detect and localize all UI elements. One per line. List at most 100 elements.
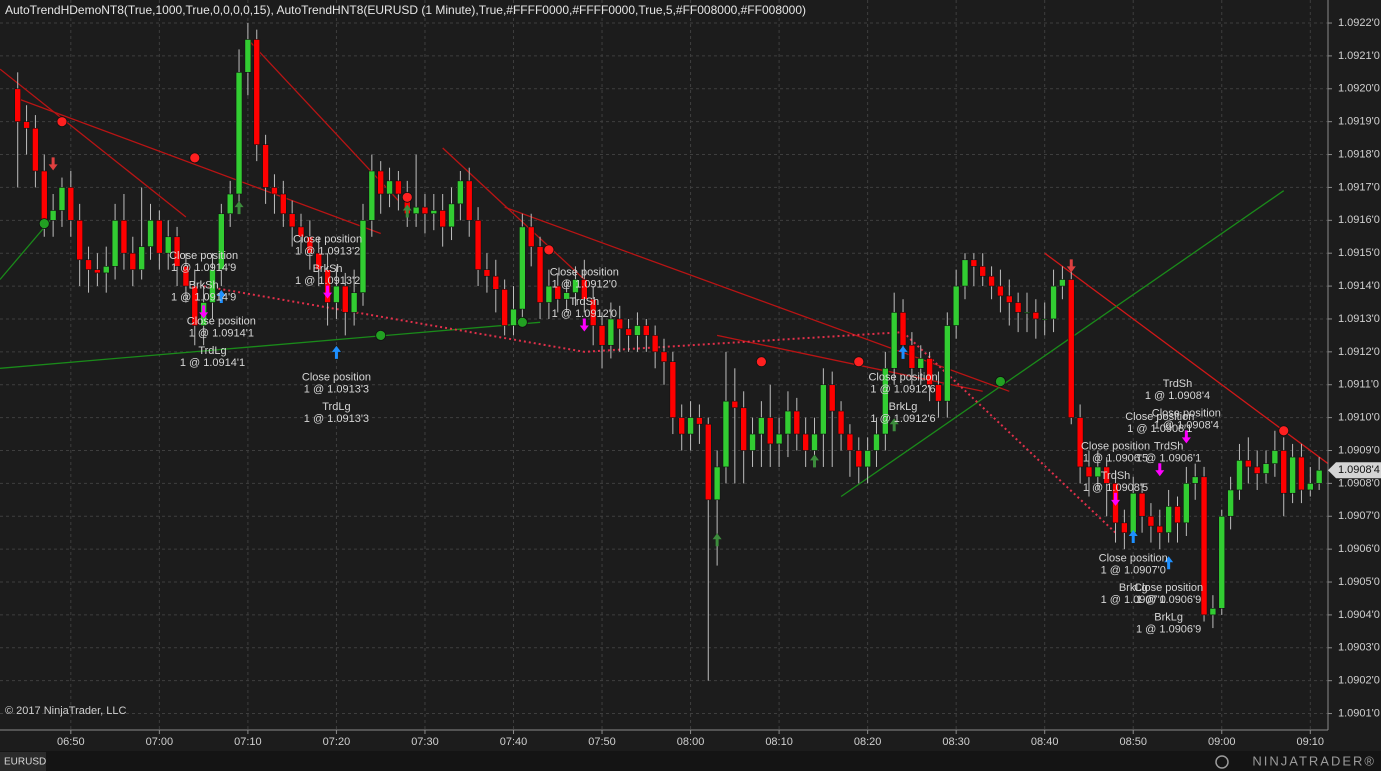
candle-body <box>519 226 526 310</box>
candle-body <box>1271 450 1279 464</box>
last-price-label: 1.0908'4 <box>1338 464 1380 476</box>
candle-body <box>669 361 677 418</box>
trade-annotation: Close position <box>1125 411 1194 423</box>
candle-body <box>173 236 181 267</box>
candle-body <box>1121 522 1128 534</box>
trend-line <box>203 285 904 353</box>
signal-arrow <box>402 204 412 218</box>
trade-annotation: BrkLg <box>1154 612 1183 624</box>
candle-body <box>1298 456 1305 491</box>
candle-body <box>1059 279 1066 287</box>
candle-body <box>616 318 624 330</box>
trade-annotation: Close position <box>1134 582 1203 594</box>
trend-line <box>17 97 381 235</box>
y-tick-label: 1.0916'0 <box>1338 214 1380 226</box>
signal-dot <box>401 191 413 203</box>
annotations: Close position 1 @ 1.0914'9 BrkSh 1 @ 1.091… <box>169 233 1221 635</box>
signal-dot <box>543 244 555 256</box>
y-tick-label: 1.0904'0 <box>1338 609 1380 621</box>
candle-body <box>740 407 747 451</box>
candle-body <box>935 384 942 402</box>
candle-body <box>1138 492 1146 517</box>
x-tick-label: 07:00 <box>146 736 174 748</box>
trade-annotation: 1 @ 1.0908'5 <box>1083 482 1148 494</box>
candle-body <box>1280 450 1288 494</box>
candle-body <box>315 252 323 270</box>
candle-body <box>412 206 420 215</box>
candle-body <box>563 292 570 300</box>
candle-body <box>1067 279 1075 418</box>
candle-body <box>837 410 845 435</box>
trade-annotation: TrdSh <box>570 296 600 308</box>
trade-annotation: Close position <box>187 316 256 328</box>
x-tick-label: 08:20 <box>854 736 882 748</box>
y-tick-label: 1.0920'0 <box>1338 83 1380 95</box>
signal-arrow <box>1181 430 1191 444</box>
candle-body <box>1209 608 1217 616</box>
y-tick-label: 1.0921'0 <box>1338 50 1380 62</box>
candle-body <box>1156 525 1164 534</box>
grid <box>0 0 1328 730</box>
signal-arrow <box>1128 529 1138 543</box>
trade-annotation: 1 @ 1.0906'5 <box>1083 453 1148 465</box>
y-tick-label: 1.0913'0 <box>1338 313 1380 325</box>
candle-body <box>589 298 597 326</box>
signal-arrow <box>1111 492 1121 506</box>
trade-annotation: 1 @ 1.0912'0 <box>552 278 617 290</box>
x-tick-label: 07:30 <box>411 736 439 748</box>
candle-body <box>882 367 889 435</box>
candle-body <box>890 312 898 369</box>
candle-body <box>722 400 730 468</box>
trade-annotation: BrkSh <box>189 279 219 291</box>
candle-body <box>899 312 907 346</box>
candle-body <box>1218 515 1226 609</box>
candle-body <box>164 236 172 254</box>
candle-body <box>873 433 880 451</box>
candle-body <box>766 417 774 445</box>
trade-annotation: 1 @ 1.0906'9 <box>1136 624 1201 636</box>
y-tick-label: 1.0912'0 <box>1338 346 1380 358</box>
instrument-tab[interactable] <box>0 752 46 771</box>
signal-dot <box>56 116 68 128</box>
candle-body <box>1103 466 1110 484</box>
trend-line <box>0 68 187 218</box>
candle-body <box>448 203 455 228</box>
candle-body <box>40 170 48 221</box>
trade-annotation: 1 @ 1.0914'9 <box>171 262 236 274</box>
y-tick-label: 1.0918'0 <box>1338 148 1380 160</box>
instrument-tab-label[interactable]: EURUSD <box>4 757 46 768</box>
candle-body <box>368 170 376 221</box>
x-tick-label: 09:10 <box>1297 736 1325 748</box>
candle-body <box>1174 506 1181 524</box>
candle-body <box>341 285 349 313</box>
candle-body <box>696 417 703 425</box>
candle-body <box>864 450 871 468</box>
candle-body <box>386 180 393 195</box>
x-tick-label: 08:50 <box>1119 736 1147 748</box>
candle-body <box>1253 466 1261 474</box>
signal-arrow <box>323 285 333 299</box>
trade-annotation: 1 @ 1.0908'4 <box>1154 420 1219 432</box>
candle-body <box>218 213 225 270</box>
candle-body <box>926 358 933 386</box>
candles <box>14 23 1323 681</box>
candle-body <box>1245 460 1252 468</box>
indicator-header: AutoTrendHDemoNT8(True,1000,True,0,0,0,0… <box>5 3 806 17</box>
trade-annotation: 1 @ 1.0912'6 <box>870 383 935 395</box>
trade-annotation: BrkSh <box>313 263 343 275</box>
candle-body <box>182 266 190 287</box>
signal-dot <box>516 316 528 328</box>
y-tick-label: 1.0915'0 <box>1338 247 1380 259</box>
signal-arrow <box>889 418 899 432</box>
candle-body <box>793 410 801 435</box>
trade-annotation: 1 @ 1.0906'1 <box>1136 453 1201 465</box>
signal-arrow <box>234 201 244 215</box>
y-tick-label: 1.0903'0 <box>1338 642 1380 654</box>
candle-body <box>802 433 809 451</box>
trade-annotation: Close position <box>550 266 619 278</box>
signal-dot <box>38 218 50 230</box>
signal-dot <box>995 376 1006 387</box>
signal-arrow <box>48 157 58 171</box>
trade-annotation: Close position <box>293 233 362 245</box>
